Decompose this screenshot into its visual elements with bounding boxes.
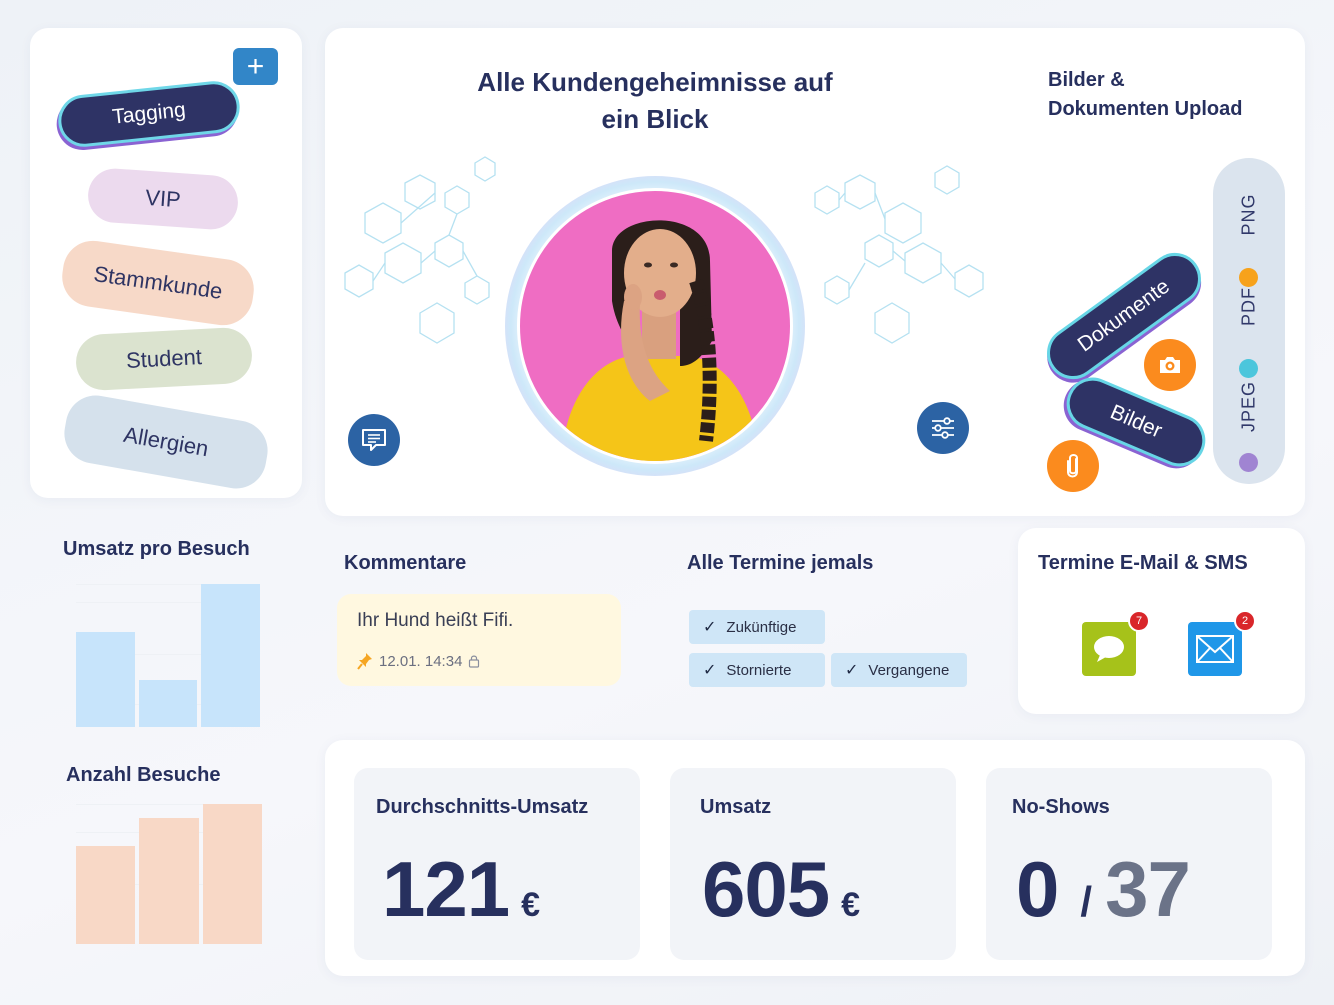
kpi-number: 121	[382, 845, 510, 933]
gridline	[76, 804, 262, 805]
email-count-badge: 2	[1234, 610, 1256, 632]
tags-card: Tagging + VIP Stammkunde Student Allergi…	[30, 28, 302, 498]
format-pdf: PDF	[1213, 268, 1285, 378]
kpi-panel: Durchschnitts-Umsatz 121 € Umsatz 605 € No…	[325, 740, 1305, 976]
sms-button[interactable]: 7	[1082, 610, 1150, 676]
comment-icon	[362, 429, 386, 451]
check-icon: ✓	[703, 619, 717, 636]
kpi-label: Umsatz	[700, 796, 772, 818]
format-pdf-dot	[1239, 359, 1258, 378]
tag-allergien[interactable]: Allergien	[59, 390, 273, 494]
anzahl-bar-3	[202, 804, 262, 944]
kpi-number: 605	[702, 845, 830, 933]
check-icon: ✓	[845, 662, 859, 679]
gridline	[76, 654, 260, 655]
chat-bubble-icon	[1094, 636, 1124, 662]
sliders-icon	[932, 417, 954, 439]
termine-title: Alle Termine jemals	[687, 552, 874, 574]
camera-button[interactable]	[1144, 339, 1196, 391]
tag-vip[interactable]: VIP	[86, 166, 240, 232]
kpi-no-shows: No-Shows 0 / 37	[986, 768, 1272, 960]
format-png: PNG	[1213, 176, 1285, 287]
filter-label: Vergangene	[868, 661, 950, 679]
comment-meta: 12.01. 14:34	[357, 652, 480, 670]
format-pdf-label: PDF	[1238, 287, 1259, 326]
kpi-value: 605 €	[702, 844, 860, 935]
format-png-dot	[1239, 268, 1258, 287]
format-jpeg-label: JPEG	[1238, 380, 1259, 433]
kpi-total: 37	[1105, 845, 1191, 933]
kpi-number: 0	[1016, 845, 1059, 933]
kpi-label: Durchschnitts-Umsatz	[376, 796, 589, 818]
filter-zukuenftige[interactable]: ✓ Zukünftige	[689, 610, 825, 644]
hexagon-network-decoration	[344, 156, 984, 344]
format-jpeg-dot	[1239, 453, 1258, 472]
sms-count-badge: 7	[1128, 610, 1150, 632]
filter-stornierte[interactable]: ✓ Stornierte	[689, 653, 825, 687]
umsatz-bar-2	[138, 679, 198, 727]
kpi-unit: €	[841, 886, 860, 924]
woman-portrait	[517, 188, 793, 464]
kommentare-title: Kommentare	[344, 552, 467, 574]
filter-label: Zukünftige	[726, 618, 797, 636]
kpi-value: 0 / 37	[1016, 844, 1191, 935]
messages-title: Termine E-Mail & SMS	[1038, 552, 1248, 574]
format-png-label: PNG	[1238, 193, 1259, 236]
settings-button[interactable]	[917, 402, 969, 454]
kpi-unit: €	[521, 886, 540, 924]
comment-date: 12.01. 14:34	[379, 652, 463, 670]
comment-note[interactable]: Ihr Hund heißt Fifi. 12.01. 14:34	[337, 594, 621, 686]
camera-icon	[1160, 357, 1180, 373]
anzahl-bar-2	[139, 818, 199, 944]
kpi-umsatz: Umsatz 605 €	[670, 768, 956, 960]
attachment-button[interactable]	[1047, 440, 1099, 492]
anzahl-bars	[76, 804, 262, 944]
check-icon: ✓	[703, 662, 717, 679]
anzahl-besuche-title: Anzahl Besuche	[66, 764, 221, 786]
lock-icon	[469, 655, 480, 668]
kpi-label: No-Shows	[1012, 796, 1110, 818]
umsatz-pro-besuch-chart: Umsatz pro Besuch	[30, 518, 302, 738]
gridline	[76, 584, 260, 585]
umsatz-bar-3	[201, 584, 260, 727]
kommentare-section: Kommentare Ihr Hund heißt Fifi. 12.01. 1…	[325, 528, 993, 714]
upload-title-line1: Bilder &	[1048, 69, 1125, 91]
umsatz-pro-besuch-title: Umsatz pro Besuch	[63, 538, 250, 560]
add-tag-button[interactable]: +	[233, 48, 278, 85]
umsatz-bars	[76, 584, 260, 727]
file-format-rail: PNG PDF JPEG	[1213, 158, 1285, 484]
hero-title: Alle Kundengeheimnisse auf ein Blick	[477, 67, 833, 134]
pin-icon	[357, 653, 372, 670]
hero-card: Alle Kundengeheimnisse auf ein Blick	[325, 28, 1305, 516]
envelope-icon	[1196, 635, 1234, 663]
tag-student[interactable]: Student	[74, 326, 254, 392]
upload-title: Bilder & Dokumenten Upload	[1048, 66, 1242, 124]
gridline	[76, 602, 260, 603]
customer-portrait	[505, 176, 805, 476]
format-jpeg: JPEG	[1213, 362, 1285, 472]
kpi-value: 121 €	[382, 844, 540, 935]
email-button[interactable]: 2	[1188, 610, 1256, 676]
filter-vergangene[interactable]: ✓ Vergangene	[831, 653, 967, 687]
comment-text: Ihr Hund heißt Fifi.	[357, 610, 514, 631]
paperclip-icon	[1067, 454, 1078, 478]
kpi-separator: /	[1080, 878, 1092, 925]
tag-stammkunde[interactable]: Stammkunde	[58, 236, 258, 330]
upload-title-line2: Dokumenten Upload	[1048, 98, 1243, 120]
kpi-durchschnitts-umsatz: Durchschnitts-Umsatz 121 €	[354, 768, 640, 960]
comment-button[interactable]	[348, 414, 400, 466]
umsatz-bar-1	[76, 632, 135, 727]
filter-label: Stornierte	[726, 661, 792, 679]
anzahl-bar-1	[76, 846, 136, 944]
termine-email-sms-card: Termine E-Mail & SMS 7 2	[1018, 528, 1305, 714]
tagging-tag[interactable]: Tagging	[55, 78, 243, 150]
anzahl-besuche-chart: Anzahl Besuche	[30, 750, 302, 970]
